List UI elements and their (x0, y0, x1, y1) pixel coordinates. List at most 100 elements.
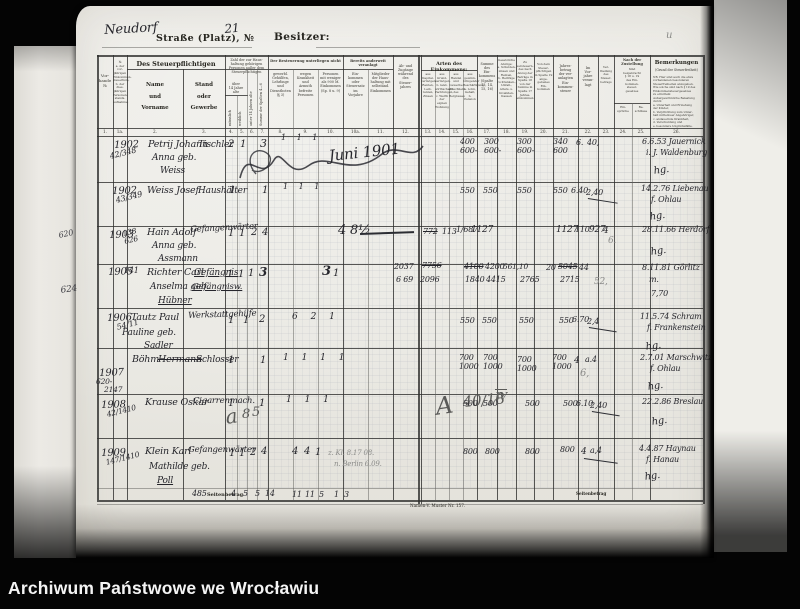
column-number: 15. (452, 129, 460, 134)
row-name: Krause Oskar (145, 397, 209, 408)
row-tally-marks: 6 2 1 (292, 312, 340, 322)
row-income: 1840 (465, 275, 485, 284)
column-number: 2. (153, 129, 157, 134)
row-pencil-note: z. Kl. 8.17 08. (328, 449, 375, 457)
column-header-deductions: Gesetzliche Abzüge: a. Schulden- zinsen … (497, 58, 516, 99)
row-income: 6 69 (396, 275, 414, 284)
column-number: 19. (521, 129, 529, 134)
grid-line (497, 55, 498, 500)
column-header-exempt-1: gewerbl. Gehülfen, Lehrlinge und Dienstb… (270, 72, 291, 97)
column-header-taxable: Zu versteuern- des nach Abzug der Beträg… (516, 60, 534, 101)
column-header-sum: Summe des Ein- kommens (Spalte 13, 14, 1… (478, 62, 496, 91)
row-annotation: 4 (292, 446, 299, 457)
grid-line (225, 69, 268, 70)
row-tax: 4 (574, 356, 580, 366)
row-spouse-maiden: Weiss (160, 166, 185, 176)
row-pencil-note: 52, (594, 277, 608, 287)
row-tax: 40, (587, 138, 600, 147)
row-income-sum: 550 (517, 186, 532, 195)
row-income-struck: 4100 (464, 262, 484, 271)
grid-line (421, 55, 422, 504)
row-tally: 4 (262, 227, 269, 238)
footer-tally: 1 (334, 490, 339, 499)
row-name: Tautz Paul (131, 312, 180, 323)
group-header-income: Arten des Einkommens: (430, 61, 468, 73)
row-income: 700 1000 (483, 353, 503, 371)
row-trade: Gefängnisw. (192, 282, 243, 292)
grid-line (225, 55, 226, 500)
column-header-income-trade: aus Handel und Gewerbe einschließl. des … (449, 72, 466, 98)
baseline (102, 47, 252, 48)
row-taxable: 550 (559, 316, 574, 325)
column-number: 13. (424, 129, 432, 134)
row-remark: f. Ohlau (650, 364, 681, 373)
row-tally-marks: 1 1 1 (286, 395, 334, 405)
ink-flourish (239, 145, 424, 179)
row-income-sum: 1127 (556, 225, 579, 235)
row-tax: 4 (581, 447, 587, 457)
pencil-annotation-letter: A (433, 390, 455, 421)
printer-mark: Namen-V. Muster Nr. 157. (410, 503, 466, 508)
column-header-declared: Von dem Steuer- pflichtigen in Spalte 19… (534, 62, 553, 92)
grid-line (97, 348, 703, 349)
grid-line (418, 55, 420, 504)
row-annotation: 3 (322, 264, 331, 279)
grid-line (534, 55, 535, 500)
pencil-annotation-number: 8 (242, 407, 251, 422)
grid-line (97, 55, 99, 500)
row-tally-marks: 1 1 1 1 (283, 353, 350, 363)
row-remark: 4.4.87 Haynau (639, 444, 696, 453)
grid-line (113, 55, 114, 500)
column-header-exempt-2: wegen Krankheit und Armuth befreite Pers… (296, 72, 315, 97)
column-header-name: Name und Vorname (141, 82, 169, 112)
row-pencil-note: n. Berlin 6.09. (334, 460, 382, 468)
row-tally: 3 (260, 137, 267, 150)
document-page: Neudorf Straße (Platz), № 21 Besitzer: u (76, 6, 714, 558)
row-name-struck: Hermann (158, 354, 202, 365)
grid-line (97, 394, 703, 395)
row-tally-marks: 1 1 1 (281, 133, 322, 142)
grid-line (318, 69, 319, 500)
grid-line (463, 70, 464, 500)
column-number: 1a. (116, 129, 124, 134)
column-header-female: weiblich (238, 111, 242, 126)
column-number: 18. (503, 129, 510, 134)
footer-tally: 5 (243, 489, 248, 498)
row-taxable: 927 (589, 225, 606, 235)
row-tally: 1 (227, 269, 234, 280)
pencil-annotation-roman: IV (495, 389, 507, 403)
row-tally: 1 (228, 355, 235, 366)
row-signature: hg. (647, 379, 664, 393)
column-number: 23. (602, 129, 610, 134)
column-number: 12. (402, 129, 409, 134)
group-header-household: Zahl der zur Haus- haltung gehörigen Per… (228, 58, 265, 75)
footer-label: Seitenbetrag (576, 491, 607, 496)
row-taxable: 550 (553, 186, 568, 195)
column-header-prior-2: Mitglieder der Haus- haltung mit selbstä… (370, 72, 391, 93)
row-remark: m. (649, 275, 659, 284)
row-remark: 2.7.01 Marschwitz (640, 353, 712, 362)
street-name-handwritten: Neudorf (103, 20, 158, 38)
column-header-delivery-b: Be- schlüsse (634, 105, 648, 113)
footer-tally: 11 (292, 490, 302, 499)
column-header-sum46: Summe der Spalten 4—6 (259, 83, 263, 126)
row-tax: a,4 (590, 446, 602, 455)
grid-line (614, 55, 615, 500)
row-spouse: Anna geb. (152, 153, 197, 163)
row-tally: 1 (259, 398, 266, 409)
row-trade: Gefangenwärter (188, 445, 256, 455)
grid-line (97, 500, 703, 502)
grid-line (650, 55, 651, 500)
row-signature: hg. (651, 414, 668, 428)
archive-caption: Archiwum Państwowe we Wrocławiu (8, 578, 320, 598)
row-tally: 2 (250, 447, 257, 458)
column-header-distribution: Ver- theilung des Steuer- betrags (599, 65, 613, 84)
page-right-edge-shadow (700, 6, 714, 558)
grid-line (97, 264, 703, 265)
footer-label: Seitenbetrag (207, 492, 244, 498)
grid-line (516, 55, 517, 500)
row-name: Richter Carl (147, 267, 204, 278)
grid-line (225, 95, 248, 96)
row-name: Böhm (132, 354, 160, 365)
row-remark: 11.5.74 Schram (640, 312, 702, 321)
